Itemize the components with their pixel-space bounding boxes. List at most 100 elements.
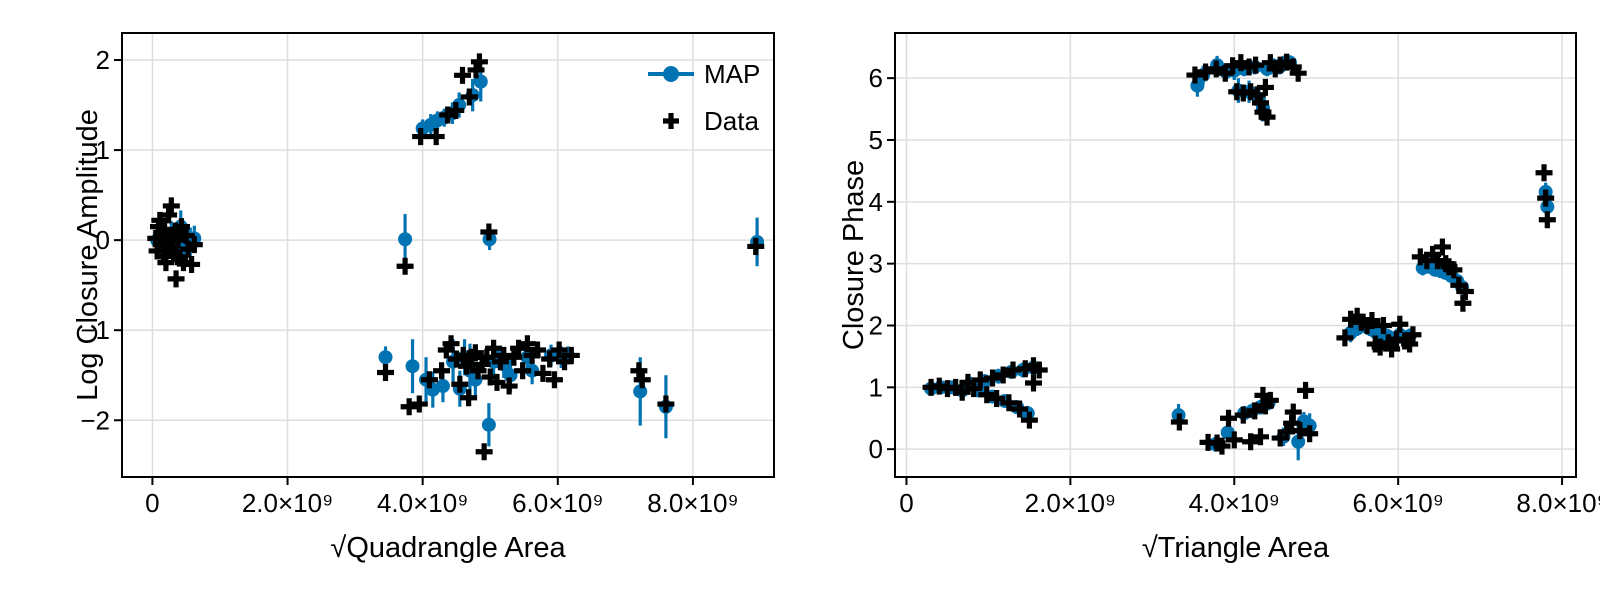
data-point [1246,402,1264,420]
plot-background [800,0,1600,600]
data-point [460,389,478,407]
data-point [1391,315,1409,333]
x-tick-label: 6.0×10⁹ [1352,488,1443,518]
data-point [185,236,203,254]
x-tick-label: 4.0×10⁹ [1189,488,1280,518]
closure-phase-plot: 0 2.0×10⁹ 4.0×10⁹ 6.0×10⁹ 8.0×10⁹ 0 1 2 3 4 5 6 √Tri… [800,0,1600,600]
data-point [377,364,395,382]
axis-ticks: 0 2.0×10⁹ 4.0×10⁹ 6.0×10⁹ 8.0×10⁹ −2 −1 0 1 2 [80,45,738,518]
data-point [514,362,532,380]
y-tick-label: 6 [869,63,883,93]
data-point [458,357,476,375]
data-point [1289,64,1307,82]
data-point [1284,403,1302,421]
data-point [160,206,178,224]
data-point [1197,63,1215,81]
y-tick-label: 0 [869,434,883,464]
data-point [562,346,580,364]
map-point [405,359,420,374]
data-point [1024,374,1042,392]
x-tick-label: 2.0×10⁹ [1025,488,1116,518]
data-point [167,270,185,288]
data-point [541,350,559,368]
data-point [1297,381,1315,399]
data-point [162,197,180,215]
data-point [545,371,563,389]
data-point [978,386,996,404]
map-point [435,379,450,394]
x-tick-label: 8.0×10⁹ [647,488,738,518]
data-point [478,348,496,366]
grid [895,33,1576,477]
y-axis-label: Log Closure Amplitude [72,109,104,401]
data-point [1170,413,1188,431]
data-point [433,362,451,380]
data-point [420,371,438,389]
data-point [1213,437,1231,455]
data-point [396,257,414,275]
data-point [427,128,445,146]
data-point [747,237,765,255]
plus-legend-marker [663,113,679,129]
y-tick-label: 3 [869,249,883,279]
data-point [518,335,536,353]
data-point [657,395,675,413]
data-point [1000,394,1018,412]
data-point [1535,164,1553,182]
map-point [1220,425,1235,440]
data-point [630,362,648,380]
y-tick-label: −1 [80,315,110,345]
data-point [1374,316,1392,334]
axis-ticks: 0 2.0×10⁹ 4.0×10⁹ 6.0×10⁹ 8.0×10⁹ 0 1 2 3 4 5 6 [869,63,1600,518]
map-point [398,232,413,247]
data-point [172,218,190,236]
x-axis-label: √Quadrangle Area [330,532,566,564]
data-point [451,375,469,393]
x-tick-label: 0 [145,488,159,518]
data-point [953,383,971,401]
data-point [505,348,523,366]
closure-amplitude-panel: 0 2.0×10⁹ 4.0×10⁹ 6.0×10⁹ 8.0×10⁹ −2 −1 0 1 2 √Qua… [72,32,775,564]
data-point [1207,60,1225,78]
data-point [1251,428,1269,446]
y-tick-label: 0 [96,225,110,255]
data-point [510,339,528,357]
data-point [988,389,1006,407]
data-point [1242,433,1260,451]
data-point [412,128,430,146]
y-tick-label: 2 [869,310,883,340]
map-point [481,417,496,432]
data-point [965,380,983,398]
data-point [151,211,169,229]
closure-amplitude-plot: 0 2.0×10⁹ 4.0×10⁹ 6.0×10⁹ 8.0×10⁹ −2 −1 0 1 2 √Qua… [72,32,775,564]
x-tick-label: 0 [899,488,913,518]
data-point [1258,108,1276,126]
y-tick-label: 5 [869,125,883,155]
closure-phase-panel: 0 2.0×10⁹ 4.0×10⁹ 6.0×10⁹ 8.0×10⁹ 0 1 2 3 4 5 6 √Tri… [800,0,1600,600]
x-axis-label: √Triangle Area [1142,532,1330,564]
data-point [1363,312,1381,330]
data-point [1220,409,1238,427]
data-point [1404,326,1422,344]
data-point [157,254,175,272]
data-point [183,255,201,273]
legend: MAP Data [648,59,760,136]
data-point [1261,391,1279,409]
data-point [1234,406,1252,424]
data-point [1301,425,1319,443]
data-point [485,339,503,357]
data-point [410,395,428,413]
data-point [1256,78,1274,96]
data-point [1011,400,1029,418]
data-point [1445,261,1463,279]
map-point [378,350,393,365]
data-point [1225,431,1243,449]
y-axis-label: Closure Phase [838,160,870,350]
data-point [400,398,418,416]
data-point [1020,411,1038,429]
data-point [500,377,518,395]
x-tick-label: 4.0×10⁹ [377,488,468,518]
map-legend-marker [663,66,679,82]
data-point [488,373,506,391]
